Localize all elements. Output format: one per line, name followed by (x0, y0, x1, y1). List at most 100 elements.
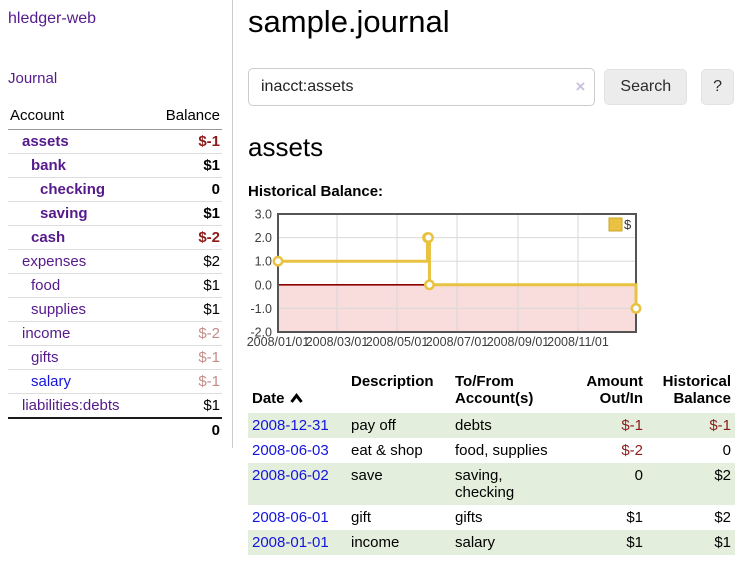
account-row: expenses $2 (8, 249, 222, 274)
search-input[interactable] (248, 68, 596, 106)
register-header-balance: Historical Balance (662, 373, 731, 407)
historical-balance-chart: $3.0 2.0 1.0 0.0 -1.0 -2.0 2008/01/01 2008/03/0… (247, 208, 734, 355)
accounts-table: Account Balance assets $-1 bank $1 checking 0… (8, 104, 222, 442)
account-balance: 0 (148, 177, 222, 202)
help-button[interactable]: ? (701, 69, 734, 105)
account-row: assets $-1 (8, 129, 222, 154)
register-accounts: food, supplies (455, 442, 548, 459)
account-row: gifts $-1 (8, 345, 222, 370)
register-description: save (351, 467, 383, 484)
register-header-accounts: To/From Account(s) (455, 373, 534, 407)
accounts-total-balance: 0 (148, 417, 222, 442)
register-balance: $2 (714, 509, 731, 526)
account-row: food $1 (8, 273, 222, 298)
account-link[interactable]: assets (22, 133, 69, 150)
account-link[interactable]: income (22, 325, 71, 342)
accounts-table-body: assets $-1 bank $1 checking 0 saving $1 cash $-2 e… (8, 129, 222, 419)
register-header-description: Description (351, 373, 434, 390)
legend-label: $ (624, 217, 632, 232)
x-tick-label: 2008/03/01 (306, 335, 369, 349)
account-row: checking 0 (8, 177, 222, 202)
register-description: eat & shop (351, 442, 423, 459)
y-tick-label: -1.0 (250, 302, 272, 316)
x-tick-label: 2008/07/01 (426, 335, 489, 349)
register-date-link[interactable]: 2008-06-03 (252, 442, 329, 459)
register-balance: $1 (714, 534, 731, 551)
x-tick-label: 2008/05/01 (366, 335, 429, 349)
app-brand-link[interactable]: hledger-web (8, 10, 97, 27)
register-amount: $-2 (621, 442, 643, 459)
account-row: supplies $1 (8, 297, 222, 322)
register-balance: $2 (714, 467, 731, 484)
data-point-marker (423, 232, 434, 244)
register-date-cell: 2008-06-03 (248, 438, 347, 463)
account-balance: $1 (148, 153, 222, 178)
account-link[interactable]: supplies (31, 301, 87, 318)
register-row: 2008-06-02 save saving, checking 0 $2 (248, 463, 735, 505)
account-row: bank $1 (8, 153, 222, 178)
accounts-header-balance: Balance (148, 104, 222, 130)
data-point-marker (630, 302, 642, 314)
accounts-total-row: 0 (8, 417, 222, 442)
chart-section-label: Historical Balance: (248, 183, 384, 200)
accounts-header-account: Account (8, 104, 149, 130)
register-date-cell: 2008-06-01 (248, 505, 347, 530)
register-amount: 0 (634, 467, 643, 484)
chart-canvas: $3.0 2.0 1.0 0.0 -1.0 -2.02008/01/012008/03/0… (247, 208, 642, 349)
register-description: gift (351, 509, 372, 526)
account-link[interactable]: saving (40, 205, 88, 222)
search-input-wrap: × (248, 68, 596, 106)
register-header-date[interactable]: Date (248, 371, 347, 413)
account-link[interactable]: bank (31, 157, 67, 174)
register-amount: $1 (626, 534, 643, 551)
register-date-cell: 2008-06-02 (248, 463, 347, 505)
register-date-cell: 2008-12-31 (248, 413, 347, 438)
register-header-amount: Amount Out/In (586, 373, 643, 407)
account-balance: $-1 (148, 369, 222, 394)
account-link[interactable]: checking (40, 181, 106, 198)
register-row: 2008-12-31 pay off debts $-1 $-1 (248, 413, 735, 438)
account-link[interactable]: cash (31, 229, 66, 246)
x-tick-label: 2008/09/01 (487, 335, 550, 349)
y-tick-label: 3.0 (255, 208, 272, 222)
sidebar-item-journal[interactable]: Journal (8, 70, 58, 87)
account-balance: $1 (148, 297, 222, 322)
account-link[interactable]: expenses (22, 253, 87, 270)
data-point-marker (424, 279, 435, 291)
search-form: × Search ? (248, 68, 734, 106)
y-tick-label: 0.0 (255, 278, 272, 292)
x-tick-label: 2008/11/01 (547, 335, 609, 349)
main-content: sample.journal × Search ? assets Histori… (233, 0, 742, 555)
account-row: saving $1 (8, 201, 222, 226)
account-link[interactable]: food (31, 277, 61, 294)
search-button[interactable]: Search (604, 69, 688, 105)
account-link[interactable]: liabilities:debts (22, 397, 120, 414)
register-accounts: saving, checking (455, 467, 515, 501)
y-tick-label: 2.0 (255, 231, 272, 245)
register-balance: 0 (722, 442, 731, 459)
register-amount: $1 (626, 509, 643, 526)
register-row: 2008-06-03 eat & shop food, supplies $-2 0 (248, 438, 735, 463)
account-link[interactable]: salary (31, 373, 72, 390)
account-balance: $1 (148, 393, 222, 419)
sort-ascending-icon (289, 393, 303, 403)
account-title: assets (248, 132, 324, 162)
account-link[interactable]: gifts (31, 349, 59, 366)
register-date-link[interactable]: 2008-12-31 (252, 417, 329, 434)
plot-border (277, 213, 637, 333)
clear-search-icon[interactable]: × (575, 77, 586, 96)
register-date-link[interactable]: 2008-01-01 (252, 534, 329, 551)
register-description: income (351, 534, 400, 551)
account-balance: $-2 (148, 225, 222, 250)
account-row: income $-2 (8, 321, 222, 346)
account-balance: $-1 (148, 345, 222, 370)
account-row: salary $-1 (8, 369, 222, 394)
data-point-marker (272, 255, 284, 267)
register-date-link[interactable]: 2008-06-01 (252, 509, 329, 526)
register-balance: $-1 (709, 417, 731, 434)
account-row: liabilities:debts $1 (8, 393, 222, 419)
sidebar: hledger-web Journal Account Balance asse… (0, 0, 233, 448)
register-date-link[interactable]: 2008-06-02 (252, 467, 329, 484)
register-amount: $-1 (621, 417, 643, 434)
register-accounts: salary (455, 534, 496, 551)
